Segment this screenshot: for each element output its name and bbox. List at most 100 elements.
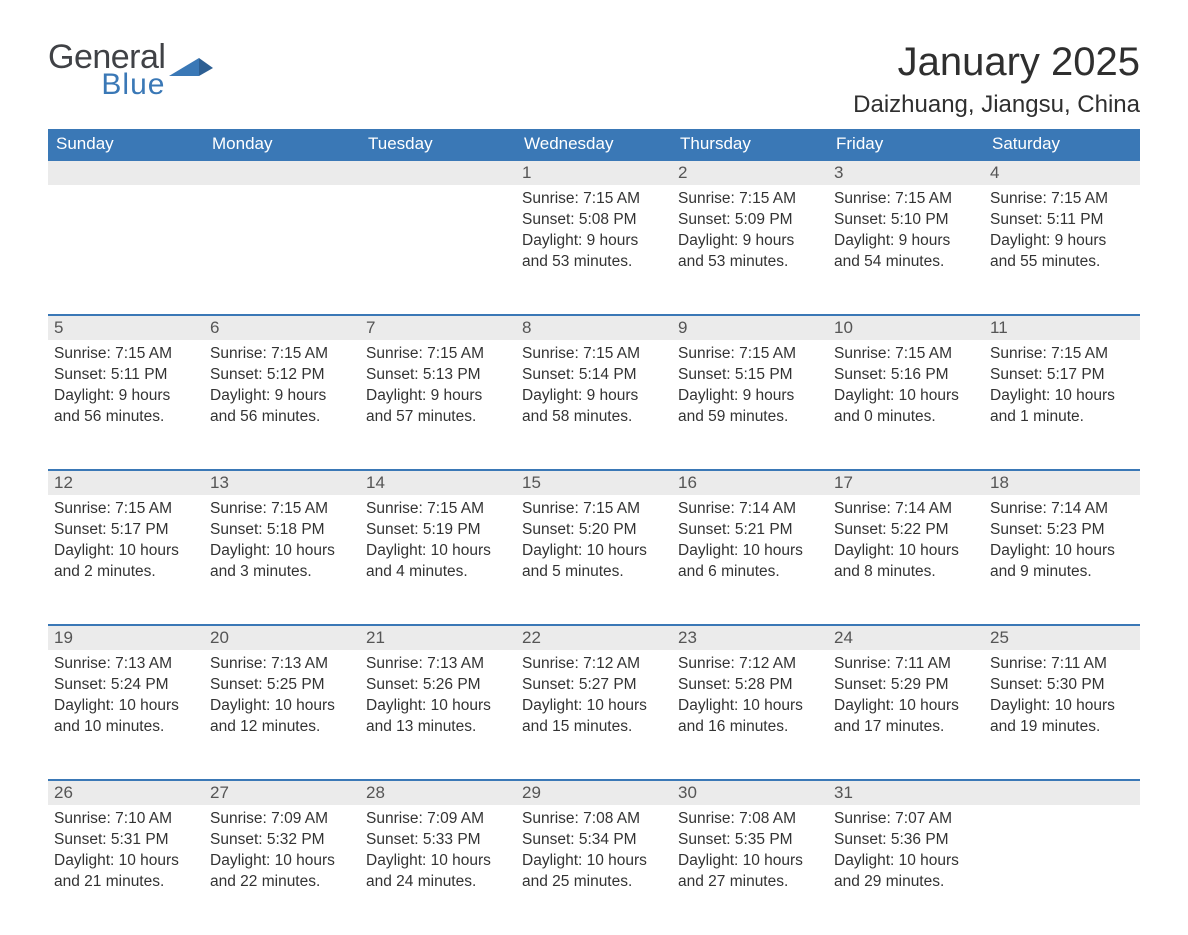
- daylight-text: Daylight: 10 hours: [990, 541, 1134, 562]
- day-content-cell: Sunrise: 7:15 AMSunset: 5:17 PMDaylight:…: [984, 340, 1140, 470]
- sunrise-text: Sunrise: 7:09 AM: [366, 809, 510, 830]
- daylight-text: Daylight: 10 hours: [210, 851, 354, 872]
- day-number-cell: 1: [516, 160, 672, 185]
- day-content-row: Sunrise: 7:15 AMSunset: 5:11 PMDaylight:…: [48, 340, 1140, 470]
- sunset-text: Sunset: 5:25 PM: [210, 675, 354, 696]
- day-content-cell: Sunrise: 7:07 AMSunset: 5:36 PMDaylight:…: [828, 805, 984, 935]
- sunrise-text: Sunrise: 7:15 AM: [366, 344, 510, 365]
- day-number-cell: 7: [360, 315, 516, 340]
- day-number-cell: 12: [48, 470, 204, 495]
- sunrise-text: Sunrise: 7:15 AM: [522, 344, 666, 365]
- sunset-text: Sunset: 5:35 PM: [678, 830, 822, 851]
- day-number-cell: 29: [516, 780, 672, 805]
- sunrise-text: Sunrise: 7:13 AM: [366, 654, 510, 675]
- sunset-text: Sunset: 5:30 PM: [990, 675, 1134, 696]
- sunrise-text: Sunrise: 7:15 AM: [990, 189, 1134, 210]
- day-content-cell: Sunrise: 7:15 AMSunset: 5:19 PMDaylight:…: [360, 495, 516, 625]
- day-content-cell: [48, 185, 204, 315]
- sunset-text: Sunset: 5:34 PM: [522, 830, 666, 851]
- daylight-text: Daylight: 9 hours: [522, 231, 666, 252]
- page-header: General Blue January 2025 Daizhuang, Jia…: [48, 40, 1140, 119]
- sunset-text: Sunset: 5:09 PM: [678, 210, 822, 231]
- day-content-row: Sunrise: 7:13 AMSunset: 5:24 PMDaylight:…: [48, 650, 1140, 780]
- daylight-text: and 13 minutes.: [366, 717, 510, 738]
- daylight-text: and 29 minutes.: [834, 872, 978, 893]
- daylight-text: Daylight: 10 hours: [834, 386, 978, 407]
- daylight-text: and 12 minutes.: [210, 717, 354, 738]
- day-content-cell: Sunrise: 7:15 AMSunset: 5:11 PMDaylight:…: [984, 185, 1140, 315]
- day-content-cell: Sunrise: 7:13 AMSunset: 5:25 PMDaylight:…: [204, 650, 360, 780]
- daylight-text: Daylight: 9 hours: [522, 386, 666, 407]
- daylight-text: and 16 minutes.: [678, 717, 822, 738]
- day-content-cell: Sunrise: 7:15 AMSunset: 5:14 PMDaylight:…: [516, 340, 672, 470]
- day-content-cell: Sunrise: 7:11 AMSunset: 5:29 PMDaylight:…: [828, 650, 984, 780]
- day-content-cell: Sunrise: 7:15 AMSunset: 5:17 PMDaylight:…: [48, 495, 204, 625]
- daylight-text: and 0 minutes.: [834, 407, 978, 428]
- day-number-cell: 11: [984, 315, 1140, 340]
- daylight-text: Daylight: 10 hours: [522, 696, 666, 717]
- day-number-row: 1234: [48, 160, 1140, 185]
- day-number-cell: 15: [516, 470, 672, 495]
- calendar-table: SundayMondayTuesdayWednesdayThursdayFrid…: [48, 129, 1140, 935]
- sunrise-text: Sunrise: 7:14 AM: [834, 499, 978, 520]
- day-content-cell: Sunrise: 7:15 AMSunset: 5:12 PMDaylight:…: [204, 340, 360, 470]
- sunset-text: Sunset: 5:17 PM: [54, 520, 198, 541]
- daylight-text: and 15 minutes.: [522, 717, 666, 738]
- daylight-text: Daylight: 10 hours: [366, 696, 510, 717]
- daylight-text: and 56 minutes.: [54, 407, 198, 428]
- weekday-header: Wednesday: [516, 129, 672, 160]
- weekday-header: Thursday: [672, 129, 828, 160]
- sunset-text: Sunset: 5:21 PM: [678, 520, 822, 541]
- daylight-text: Daylight: 10 hours: [678, 851, 822, 872]
- daylight-text: Daylight: 10 hours: [54, 851, 198, 872]
- sunrise-text: Sunrise: 7:15 AM: [522, 189, 666, 210]
- daylight-text: Daylight: 10 hours: [366, 541, 510, 562]
- daylight-text: and 53 minutes.: [522, 252, 666, 273]
- day-number-cell: 4: [984, 160, 1140, 185]
- day-content-cell: Sunrise: 7:15 AMSunset: 5:16 PMDaylight:…: [828, 340, 984, 470]
- sunset-text: Sunset: 5:31 PM: [54, 830, 198, 851]
- day-number-cell: 20: [204, 625, 360, 650]
- day-content-row: Sunrise: 7:15 AMSunset: 5:17 PMDaylight:…: [48, 495, 1140, 625]
- daylight-text: Daylight: 10 hours: [522, 541, 666, 562]
- sunset-text: Sunset: 5:32 PM: [210, 830, 354, 851]
- day-number-cell: 10: [828, 315, 984, 340]
- daylight-text: and 53 minutes.: [678, 252, 822, 273]
- day-number-cell: 8: [516, 315, 672, 340]
- sunrise-text: Sunrise: 7:07 AM: [834, 809, 978, 830]
- day-number-cell: 9: [672, 315, 828, 340]
- daylight-text: and 57 minutes.: [366, 407, 510, 428]
- day-number-cell: 2: [672, 160, 828, 185]
- location-subtitle: Daizhuang, Jiangsu, China: [853, 91, 1140, 119]
- sunrise-text: Sunrise: 7:08 AM: [678, 809, 822, 830]
- sunset-text: Sunset: 5:36 PM: [834, 830, 978, 851]
- sunset-text: Sunset: 5:22 PM: [834, 520, 978, 541]
- sunset-text: Sunset: 5:14 PM: [522, 365, 666, 386]
- day-content-cell: Sunrise: 7:08 AMSunset: 5:34 PMDaylight:…: [516, 805, 672, 935]
- daylight-text: and 24 minutes.: [366, 872, 510, 893]
- daylight-text: Daylight: 10 hours: [834, 851, 978, 872]
- sunrise-text: Sunrise: 7:15 AM: [54, 344, 198, 365]
- daylight-text: and 2 minutes.: [54, 562, 198, 583]
- sunrise-text: Sunrise: 7:14 AM: [678, 499, 822, 520]
- sunrise-text: Sunrise: 7:15 AM: [834, 189, 978, 210]
- daylight-text: and 3 minutes.: [210, 562, 354, 583]
- daylight-text: Daylight: 10 hours: [990, 696, 1134, 717]
- daylight-text: and 5 minutes.: [522, 562, 666, 583]
- sunrise-text: Sunrise: 7:12 AM: [678, 654, 822, 675]
- sunset-text: Sunset: 5:11 PM: [990, 210, 1134, 231]
- day-content-cell: Sunrise: 7:12 AMSunset: 5:27 PMDaylight:…: [516, 650, 672, 780]
- daylight-text: Daylight: 10 hours: [210, 541, 354, 562]
- sunset-text: Sunset: 5:29 PM: [834, 675, 978, 696]
- weekday-header-row: SundayMondayTuesdayWednesdayThursdayFrid…: [48, 129, 1140, 160]
- day-number-row: 19202122232425: [48, 625, 1140, 650]
- sunset-text: Sunset: 5:28 PM: [678, 675, 822, 696]
- day-content-cell: Sunrise: 7:15 AMSunset: 5:08 PMDaylight:…: [516, 185, 672, 315]
- daylight-text: and 1 minute.: [990, 407, 1134, 428]
- day-number-cell: 17: [828, 470, 984, 495]
- day-number-cell: 13: [204, 470, 360, 495]
- day-content-cell: Sunrise: 7:15 AMSunset: 5:18 PMDaylight:…: [204, 495, 360, 625]
- daylight-text: and 22 minutes.: [210, 872, 354, 893]
- day-content-cell: Sunrise: 7:14 AMSunset: 5:22 PMDaylight:…: [828, 495, 984, 625]
- sunrise-text: Sunrise: 7:08 AM: [522, 809, 666, 830]
